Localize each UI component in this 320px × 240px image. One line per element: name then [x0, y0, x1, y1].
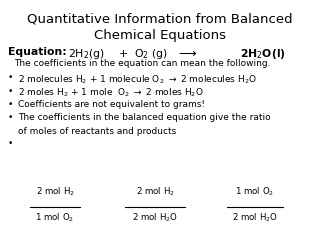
Text: •: •	[8, 86, 13, 96]
Text: •: •	[8, 73, 13, 82]
Text: 2 mol H$_2$: 2 mol H$_2$	[136, 186, 174, 198]
Text: •: •	[8, 100, 13, 109]
Text: 2H$_2$(g): 2H$_2$(g)	[68, 47, 105, 61]
Text: 2 mol H$_2$O: 2 mol H$_2$O	[132, 212, 178, 224]
Text: 2 mol H$_2$: 2 mol H$_2$	[36, 186, 75, 198]
Text: The coefficients in the balanced equation give the ratio: The coefficients in the balanced equatio…	[18, 114, 271, 122]
Text: Quantitative Information from Balanced
Chemical Equations: Quantitative Information from Balanced C…	[27, 12, 293, 42]
Text: 1 mol O$_2$: 1 mol O$_2$	[36, 212, 75, 224]
Text: 2 mol H$_2$O: 2 mol H$_2$O	[232, 212, 278, 224]
Text: 2 moles H$_2$ + 1 mole  O$_2$ $\rightarrow$ 2 moles H$_2$O: 2 moles H$_2$ + 1 mole O$_2$ $\rightarro…	[18, 86, 204, 99]
Text: 2H$_2$O(l): 2H$_2$O(l)	[240, 47, 286, 61]
Text: Equation:: Equation:	[8, 47, 67, 57]
Text: The coefficients in the equation can mean the following.: The coefficients in the equation can mea…	[14, 59, 270, 68]
Text: Coefficients are not equivalent to grams!: Coefficients are not equivalent to grams…	[18, 100, 205, 109]
Text: 1 mol O$_2$: 1 mol O$_2$	[236, 186, 275, 198]
Text: $\longrightarrow$: $\longrightarrow$	[176, 47, 197, 60]
Text: •: •	[8, 139, 13, 149]
Text: •: •	[8, 114, 13, 122]
Text: +  O$_2$ (g): + O$_2$ (g)	[118, 47, 168, 61]
Text: 2 molecules H$_2$ + 1 molecule O$_2$ $\rightarrow$ 2 molecules H$_2$O: 2 molecules H$_2$ + 1 molecule O$_2$ $\r…	[18, 73, 257, 85]
Text: of moles of reactants and products: of moles of reactants and products	[18, 126, 176, 136]
